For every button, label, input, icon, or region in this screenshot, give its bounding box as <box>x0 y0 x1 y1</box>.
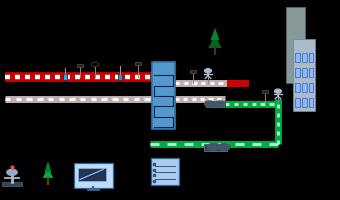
FancyBboxPatch shape <box>151 158 179 185</box>
Bar <box>118 75 122 80</box>
Bar <box>295 53 300 62</box>
Bar <box>77 65 83 68</box>
Circle shape <box>205 69 211 73</box>
Bar <box>286 8 305 84</box>
Circle shape <box>205 101 215 107</box>
Bar <box>309 83 313 92</box>
Bar <box>262 91 268 93</box>
Bar <box>63 75 67 80</box>
Bar <box>302 53 307 62</box>
Polygon shape <box>208 37 222 49</box>
Bar <box>2 182 22 186</box>
Bar <box>309 53 313 62</box>
Polygon shape <box>43 166 53 178</box>
Bar <box>206 101 224 107</box>
Bar <box>295 83 300 92</box>
Bar <box>302 98 307 107</box>
Polygon shape <box>210 29 219 41</box>
Bar <box>135 63 141 66</box>
Bar <box>293 39 315 111</box>
Polygon shape <box>45 161 51 172</box>
Bar <box>309 68 313 77</box>
Circle shape <box>275 90 282 94</box>
Circle shape <box>7 169 17 175</box>
Circle shape <box>215 101 225 107</box>
Bar <box>309 98 313 107</box>
Bar <box>190 71 196 73</box>
Circle shape <box>218 144 230 151</box>
Bar <box>302 68 307 77</box>
Bar <box>295 98 300 107</box>
Bar <box>295 68 300 77</box>
Circle shape <box>207 144 219 151</box>
Bar <box>79 168 106 181</box>
FancyBboxPatch shape <box>74 163 113 188</box>
Bar <box>302 83 307 92</box>
Bar <box>152 63 175 129</box>
Bar <box>204 144 226 151</box>
